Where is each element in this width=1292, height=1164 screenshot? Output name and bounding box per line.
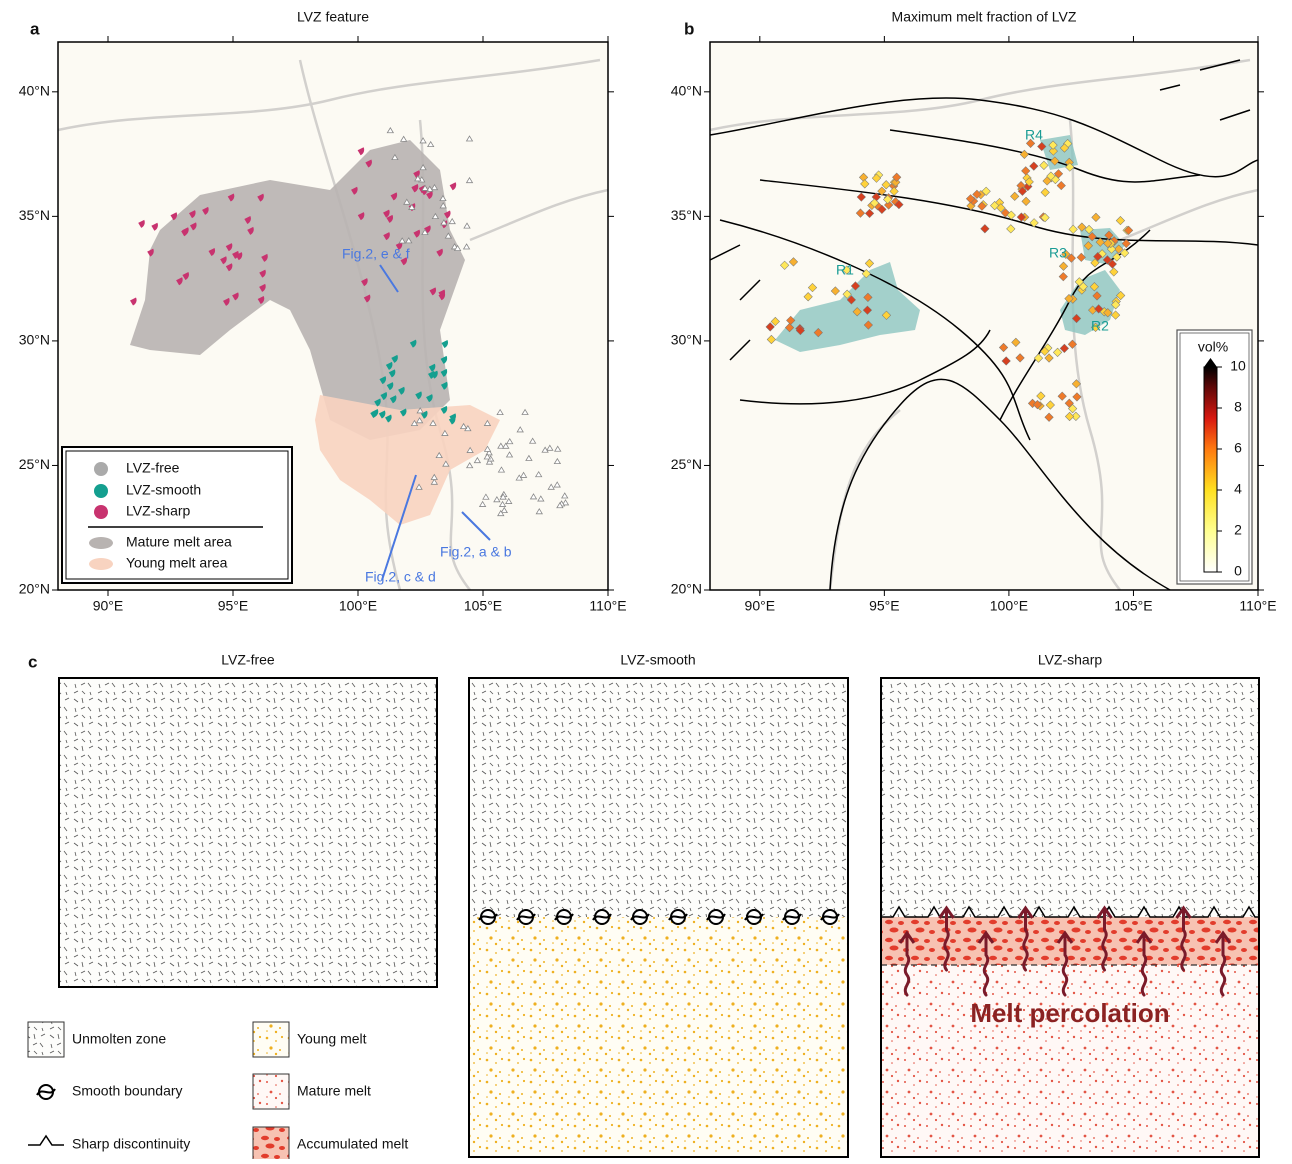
legend-label: Accumulated melt — [297, 1136, 408, 1152]
colorbar-tick-label: 10 — [1230, 358, 1246, 374]
legend-label: Young melt — [297, 1031, 367, 1047]
column-title: LVZ-smooth — [620, 652, 695, 668]
legend-label: Young melt area — [126, 555, 228, 571]
colorbar-tick-label: 6 — [1234, 440, 1242, 456]
legend-swatch — [253, 1074, 289, 1109]
x-tick-label: 95°E — [218, 598, 249, 614]
panel-title: Maximum melt fraction of LVZ — [892, 9, 1077, 25]
legend-label: Unmolten zone — [72, 1031, 166, 1047]
region-label: R3 — [1049, 245, 1067, 261]
legend-swatch — [37, 1085, 55, 1099]
young-melt-zone — [469, 917, 848, 1157]
legend-swatch — [253, 1127, 289, 1159]
lvz-free-column — [59, 678, 437, 987]
colorbar: vol% 0 2 4 6 8 10 — [1177, 330, 1252, 584]
unmolten-zone — [469, 678, 848, 917]
legend-label: LVZ-smooth — [126, 482, 201, 498]
colorbar-tick-label: 2 — [1234, 522, 1242, 538]
x-tick-label: 95°E — [869, 598, 900, 614]
legend-symbol — [89, 537, 113, 549]
x-tick-label: 100°E — [339, 598, 377, 614]
x-tick-label: 90°E — [745, 598, 776, 614]
y-tick-label: 40°N — [19, 83, 50, 99]
x-tick-label: 90°E — [93, 598, 124, 614]
legend-label: LVZ-sharp — [126, 503, 191, 519]
y-tick-label: 25°N — [671, 456, 702, 472]
region-label: R1 — [836, 262, 854, 278]
legend-label: Sharp discontinuity — [72, 1136, 190, 1152]
mature-melt-zone — [881, 965, 1259, 1157]
x-tick-label: 110°E — [1239, 598, 1276, 614]
y-tick-label: 40°N — [671, 83, 702, 99]
annotation: Fig.2, a & b — [440, 544, 512, 560]
colorbar-title: vol% — [1198, 339, 1228, 355]
column-title: LVZ-free — [221, 652, 275, 668]
figure: a LVZ feature Fig.2, e & f Fig.2, c & d … — [0, 0, 1292, 1159]
legend-symbol — [89, 558, 113, 570]
panel-label: c — [28, 652, 37, 671]
panel-b: R1 R2 R3 R4 b Maximum melt fraction of L… — [684, 9, 1258, 590]
annotation: Melt percolation — [970, 998, 1169, 1028]
y-tick-label: 30°N — [671, 332, 702, 348]
legend-symbol — [94, 484, 108, 498]
y-tick-label: 25°N — [19, 456, 50, 472]
column-title: LVZ-sharp — [1038, 652, 1103, 668]
panel-label: a — [30, 19, 40, 38]
legend-swatch — [28, 1022, 64, 1057]
region-label: R4 — [1025, 127, 1043, 143]
legend-symbol — [94, 462, 108, 476]
x-tick-label: 105°E — [464, 598, 502, 614]
panel-title: LVZ feature — [297, 9, 369, 25]
legend-swatch — [28, 1136, 64, 1145]
colorbar-tick-label: 4 — [1234, 481, 1242, 497]
x-tick-label: 100°E — [990, 598, 1028, 614]
map-background — [710, 42, 1258, 590]
y-tick-label: 20°N — [671, 581, 702, 597]
y-tick-label: 20°N — [19, 581, 50, 597]
x-tick-label: 110°E — [589, 598, 626, 614]
y-tick-label: 30°N — [19, 332, 50, 348]
legend-symbol — [94, 505, 108, 519]
annotation: Fig.2, e & f — [342, 246, 410, 262]
unmolten-zone — [881, 678, 1259, 917]
x-tick-label: 105°E — [1114, 598, 1152, 614]
legend-label: Mature melt area — [126, 534, 232, 550]
legend: Unmolten zone Smooth boundary Sharp disc… — [28, 1022, 408, 1159]
legend-swatch — [253, 1022, 289, 1057]
legend-label: Smooth boundary — [72, 1083, 183, 1099]
region-label: R2 — [1091, 318, 1109, 334]
colorbar-tick-label: 8 — [1234, 399, 1242, 415]
legend-label: Mature melt — [297, 1083, 371, 1099]
y-tick-label: 35°N — [19, 207, 50, 223]
panel-label: b — [684, 19, 694, 38]
legend-label: LVZ-free — [126, 460, 180, 476]
colorbar-tick-label: 0 — [1234, 563, 1242, 579]
panel-a: a LVZ feature Fig.2, e & f Fig.2, c & d … — [30, 9, 608, 590]
panel-c: c LVZ-free LVZ-smooth LVZ-sharp Melt per… — [28, 652, 1259, 1159]
y-tick-label: 35°N — [671, 207, 702, 223]
annotation: Fig.2, c & d — [365, 569, 436, 585]
legend: LVZ-free LVZ-smooth LVZ-sharp Mature melt a… — [62, 447, 292, 583]
colorbar-scale — [1204, 367, 1217, 572]
